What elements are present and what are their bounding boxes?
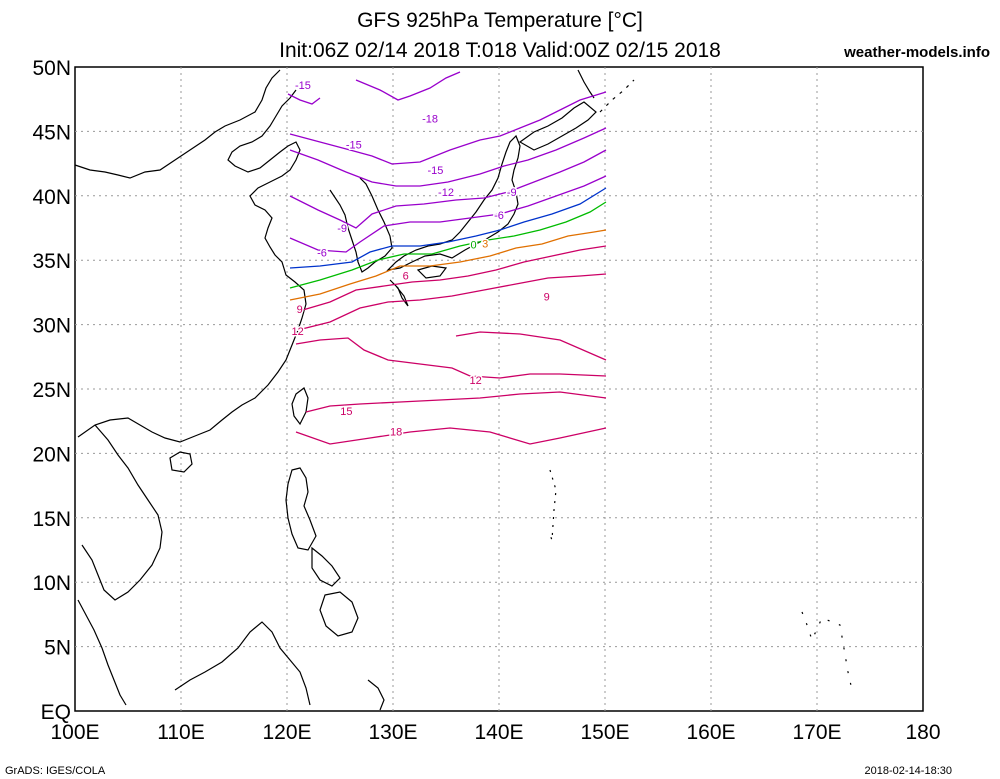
- contour-label: 9: [297, 304, 303, 316]
- lon-tick-label: 120E: [262, 721, 311, 744]
- coast-hokkaido: [518, 101, 597, 151]
- contour-label: 12: [470, 375, 482, 387]
- lat-tick-label: 25N: [32, 379, 71, 402]
- coast-korea: [329, 177, 393, 273]
- contour-12-a: [295, 337, 607, 379]
- contour-label: -9: [507, 187, 517, 199]
- contour-label: 9: [544, 291, 550, 303]
- lat-tick-label: 5N: [44, 637, 71, 660]
- lat-tick-label: 15N: [32, 508, 71, 531]
- lat-tick-label: 30N: [32, 315, 71, 338]
- lat-tick-label: 45N: [32, 121, 71, 144]
- lon-tick-label: 150E: [580, 721, 629, 744]
- contour-label: 18: [390, 427, 402, 439]
- contour-3: [289, 229, 607, 301]
- coast-malay: [77, 599, 127, 706]
- lat-tick-label: EQ: [41, 701, 71, 724]
- lon-tick-label: 180: [905, 721, 940, 744]
- coast-pacific-islands: [801, 611, 853, 691]
- contour-minus-3: [289, 187, 607, 269]
- lon-tick-label: 140E: [474, 721, 523, 744]
- contour-6: [295, 245, 607, 313]
- lon-tick-label: 160E: [686, 721, 735, 744]
- coast-north-border: [74, 69, 281, 179]
- contour-18: [295, 427, 607, 445]
- coast-visayas: [311, 546, 341, 587]
- contour-label: -9: [337, 223, 347, 235]
- lat-tick-label: 20N: [32, 443, 71, 466]
- contour-label: 0: [470, 240, 476, 252]
- contour-label: 15: [340, 406, 352, 418]
- contour-minus-6: [289, 175, 607, 253]
- contour-minus-9: [289, 149, 607, 229]
- contour-label: -6: [317, 247, 327, 259]
- lon-tick-label: 100E: [50, 721, 99, 744]
- contour-label: 12: [291, 326, 303, 338]
- site-watermark[interactable]: weather-models.info: [844, 44, 990, 61]
- coastlines: [74, 69, 853, 711]
- lat-tick-label: 50N: [32, 57, 71, 80]
- coast-shikoku: [416, 265, 448, 279]
- footer-timestamp: 2018-02-14-18:30: [864, 765, 952, 777]
- map-subtitle-valid-time: Init:06Z 02/14 2018 T:018 Valid:00Z 02/1…: [279, 39, 721, 62]
- contour-minus-15-a: [287, 93, 321, 105]
- coast-kyushu: [389, 279, 409, 307]
- contour-minus-12: [289, 127, 607, 187]
- contour-9: [297, 273, 607, 331]
- contour-label: -15: [427, 165, 443, 177]
- coast-borneo: [174, 621, 311, 706]
- coast-china: [77, 89, 307, 443]
- contour-15: [305, 391, 607, 413]
- contour-minus-18: [355, 71, 461, 101]
- coast-sulawesi: [367, 679, 385, 711]
- coast-luzon: [285, 467, 317, 551]
- coast-sakhalin: [577, 69, 595, 99]
- temperature-contours: [287, 71, 607, 445]
- contour-label: -15: [346, 139, 362, 151]
- coast-kurils: [599, 79, 635, 113]
- contour-label: -18: [422, 114, 438, 126]
- contour-minus-15-b: [289, 91, 607, 165]
- coast-mindanao: [319, 591, 359, 637]
- coast-hainan: [169, 451, 193, 473]
- contour-label: -12: [438, 187, 454, 199]
- coast-japan: [386, 134, 521, 271]
- contour-label: -15: [295, 80, 311, 92]
- lat-tick-label: 40N: [32, 186, 71, 209]
- coast-indochina: [81, 424, 163, 601]
- lon-tick-label: 110E: [157, 721, 205, 744]
- lat-tick-label: 35N: [32, 250, 71, 273]
- lat-lon-grid: [75, 67, 923, 711]
- footer-grads-credit: GrADS: IGES/COLA: [5, 765, 106, 777]
- lon-tick-label: 170E: [792, 721, 841, 744]
- contour-12-b: [455, 331, 607, 361]
- map-title: GFS 925hPa Temperature [°C]: [357, 9, 643, 32]
- axis-tick-labels: 100E 110E 120E 130E 140E 150E 160E 170E 18050N45…: [32, 57, 940, 744]
- coast-marianas: [549, 469, 557, 541]
- coast-taiwan: [291, 387, 309, 426]
- contour-label: -6: [494, 210, 504, 222]
- lon-tick-label: 130E: [368, 721, 417, 744]
- contour-label: 6: [403, 271, 409, 283]
- contour-0: [289, 201, 607, 289]
- contour-label: 3: [482, 238, 488, 250]
- lat-tick-label: 10N: [32, 572, 71, 595]
